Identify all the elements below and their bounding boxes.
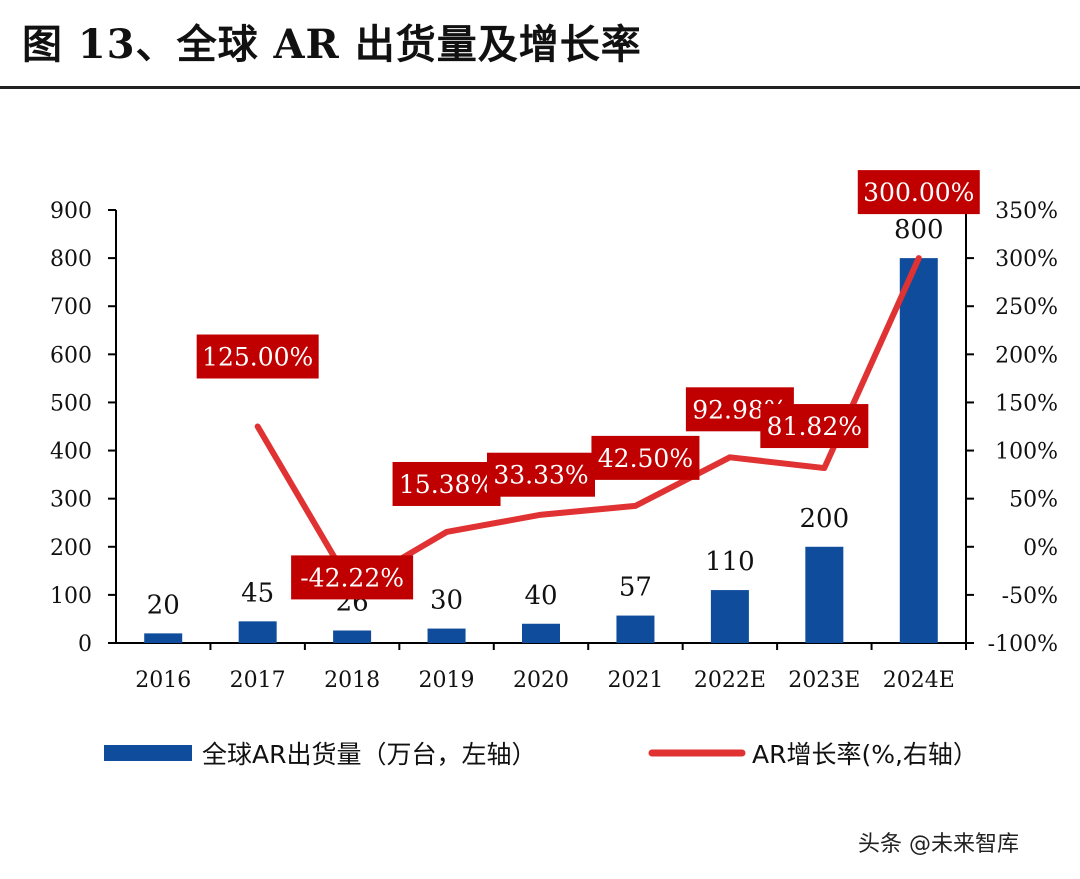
left-tick-label: 400 [50,440,92,465]
left-tick-label: 800 [50,247,92,272]
chart-legend: 全球AR出货量（万台，左轴） AR增长率(%,右轴） [104,740,978,769]
right-tick-label: 350% [995,199,1058,224]
legend-bar-swatch [104,745,192,761]
left-tick-label: 500 [50,391,92,416]
left-tick-label: 900 [50,199,92,224]
growth-label-box [392,461,501,506]
left-tick-label: 200 [50,536,92,561]
growth-label-box [196,334,319,379]
growth-rate-label: 81.82% [760,404,869,449]
bar-value-label: 20 [147,590,180,620]
x-axis-tick-labels: 2016 2017 2018 2019 2020 2021 2022E 2023E 2024E [135,643,967,693]
bar [522,623,560,643]
bar-value-label: 110 [705,547,755,577]
growth-label-text: 81.82% [767,412,862,441]
x-tick-label: 2021 [607,668,663,693]
bar [805,546,844,643]
growth-label-text: 300.00% [863,178,974,207]
bar [333,630,372,643]
growth-label-text: 42.50% [598,444,693,473]
bar [144,633,183,643]
left-tick-label: 600 [50,343,92,368]
chart-title: 图 13、全球 AR 出货量及增长率 [22,21,642,68]
growth-rate-label: 300.00% [857,170,980,215]
line-data-labels: 125.00%-42.22%15.38% 33.33%42.50%92.98%81… [196,170,980,600]
x-tick-label: 2019 [419,668,475,693]
right-axis-ticks: -100% -50% 0% 50% 100% 150% 200% 250% 300% 350% [966,199,1058,657]
growth-rate-label: 15.38% [392,461,501,506]
bar-series [144,258,938,643]
x-tick-label: 2022E [694,668,766,693]
right-tick-label: 0% [1023,536,1058,561]
right-tick-label: 150% [995,391,1058,416]
growth-rate-label: 42.50% [591,435,700,480]
bar-value-label: 57 [619,573,652,603]
bar-value-label: 45 [241,578,274,608]
x-tick-label: 2018 [324,668,380,693]
left-tick-label: 300 [50,488,92,513]
left-tick-label: 0 [78,632,92,657]
x-tick-label: 2017 [230,668,286,693]
bar [710,590,749,643]
right-tick-label: 200% [995,343,1058,368]
bar [616,615,655,643]
x-tick-label: 2024E [883,668,955,693]
right-tick-label: 300% [995,247,1058,272]
legend-bar-label: 全球AR出货量（万台，左轴） [202,740,536,769]
left-tick-label: 100 [50,584,92,609]
x-tick-label: 2020 [513,668,569,693]
watermark-text: 头条 @未来智库 [858,832,1019,857]
bar [238,621,277,643]
right-tick-label: 250% [995,295,1058,320]
left-axis-ticks: 0 100 200 300 400 500 600 700 800 900 [50,199,116,657]
growth-label-box [760,404,869,449]
growth-label-box [291,555,414,600]
growth-label-box [591,435,700,480]
right-tick-label: -50% [1002,584,1058,609]
right-tick-label: 50% [1009,488,1058,513]
bar-value-label: 800 [894,215,944,245]
title-divider [0,86,1080,89]
growth-label-box [857,170,980,215]
growth-label-text: 15.38% [399,470,494,499]
growth-label-text: -42.22% [300,563,404,592]
left-tick-label: 700 [50,295,92,320]
growth-label-box [487,452,595,497]
growth-label-text: 125.00% [202,343,313,372]
bar-value-label: 30 [430,586,463,616]
bar-value-label: 40 [524,581,557,611]
legend-line-label: AR增长率(%,右轴） [752,740,978,769]
right-tick-label: -100% [988,632,1058,657]
growth-label-text: 33.33% [493,461,588,490]
right-tick-label: 100% [995,440,1058,465]
x-tick-label: 2023E [788,668,860,693]
bar [899,258,938,643]
bar [427,628,466,643]
x-tick-label: 2016 [135,668,191,693]
growth-rate-label: -42.22% [291,555,414,600]
bar-value-label: 200 [800,504,850,534]
growth-rate-label: 33.33% [487,452,595,497]
growth-rate-label: 125.00% [196,334,319,379]
